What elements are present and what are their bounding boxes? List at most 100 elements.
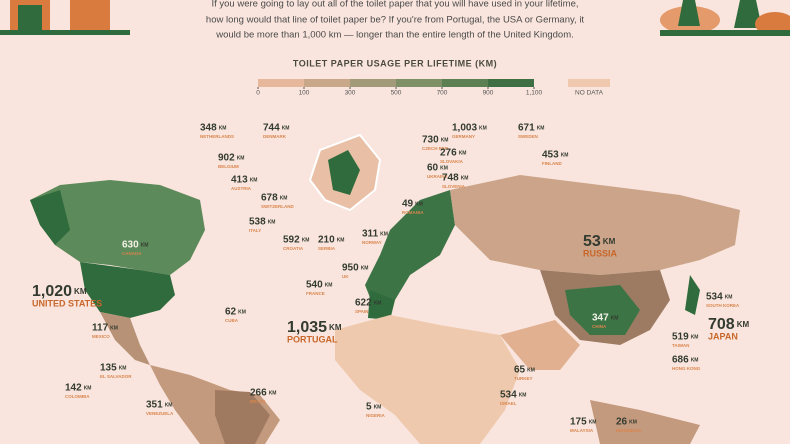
country-name: INDONESIA	[616, 428, 642, 433]
legend-tick-label: 700	[437, 90, 448, 97]
country-name: CUBA	[225, 318, 239, 323]
country-value: 592	[283, 235, 300, 246]
country-name: JAPAN	[708, 331, 738, 341]
unit: KM	[561, 152, 569, 158]
country-value: 210	[318, 235, 335, 246]
unit: KM	[250, 177, 258, 183]
country-name: SPAIN	[355, 309, 368, 314]
country-name: CZECH REP.	[422, 146, 449, 151]
country-value: 453	[542, 150, 559, 161]
header-illustration	[0, 0, 790, 36]
unit: KM	[374, 404, 382, 410]
country-value: 678	[261, 193, 278, 204]
country-value: 348	[200, 123, 217, 134]
legend: 0 100 300 500 700 900 1,100 NO DATA	[256, 79, 610, 97]
country-name: BELGIUM	[218, 164, 239, 169]
unit: KM	[519, 392, 527, 398]
country-value: 276	[440, 148, 457, 159]
unit: KM	[337, 237, 345, 243]
unit: KM	[141, 242, 149, 248]
country-value: 26	[616, 417, 628, 428]
legend-swatch	[350, 79, 396, 87]
unit: KM	[237, 155, 245, 161]
country-value: 519	[672, 332, 689, 343]
country-name: ROMANIA	[402, 210, 424, 215]
unit: KM	[441, 137, 449, 143]
legend-title: TOILET PAPER USAGE PER LIFETIME (KM)	[293, 58, 497, 68]
country-value: 351	[146, 400, 163, 411]
unit: KM	[110, 325, 118, 331]
country-value: 135	[100, 363, 117, 374]
country-value: 534	[500, 390, 517, 401]
country-name: NORWAY	[362, 240, 382, 245]
country-value: 60	[427, 163, 439, 174]
legend-tick-label: 0	[256, 90, 260, 97]
country-value: 1,020	[32, 283, 72, 300]
legend-swatch	[488, 79, 534, 87]
legend-swatch	[258, 79, 304, 87]
country-value: 142	[65, 383, 82, 394]
legend-tick-label: 1,100	[526, 90, 543, 97]
world-map	[30, 133, 740, 444]
unit: KM	[629, 419, 637, 425]
country-value: 175	[570, 417, 587, 428]
no-data-swatch	[568, 79, 610, 87]
country-name: AUSTRIA	[231, 186, 252, 191]
country-value: 1,035	[287, 319, 327, 336]
country-name: GERMANY	[452, 134, 475, 139]
country-value: 311	[362, 229, 379, 240]
country-name: RUSSIA	[583, 248, 618, 258]
unit: KM	[527, 367, 535, 373]
legend-tick-label: 900	[483, 90, 494, 97]
unit: KM	[691, 357, 699, 363]
country-name: MEXICO	[92, 334, 110, 339]
intro-line: would be more than 1,000 km — longer tha…	[215, 30, 574, 41]
country-value: 65	[514, 365, 526, 376]
country-name: TAIWAN	[672, 343, 689, 348]
country-value: 538	[249, 217, 266, 228]
country-value: 744	[263, 123, 280, 134]
country-name: VENEZUELA	[146, 411, 174, 416]
country-value: 730	[422, 135, 439, 146]
unit: KM	[329, 323, 342, 332]
unit: KM	[280, 195, 288, 201]
country-name: SLOVENIA	[442, 184, 466, 189]
country-name: DENMARK	[263, 134, 287, 139]
unit: KM	[611, 315, 619, 321]
country-name: SWEDEN	[518, 134, 538, 139]
intro-line: how long would that line of toilet paper…	[206, 15, 585, 26]
country-value: 950	[342, 263, 359, 274]
country-value: 53	[583, 233, 601, 250]
country-name: SOUTH KOREA	[706, 303, 740, 308]
unit: KM	[282, 125, 290, 131]
unit: KM	[461, 175, 469, 181]
country-value: 534	[706, 292, 723, 303]
country-value: 622	[355, 298, 372, 309]
unit: KM	[725, 294, 733, 300]
unit: KM	[84, 385, 92, 391]
unit: KM	[269, 390, 277, 396]
country-value: 117	[92, 323, 109, 334]
unit: KM	[603, 237, 616, 246]
country-name: UKRAINE	[427, 174, 448, 179]
unit: KM	[589, 419, 597, 425]
country-name: NIGERIA	[366, 413, 386, 418]
country-value: 49	[402, 199, 414, 210]
unit: KM	[537, 125, 545, 131]
unit: KM	[440, 165, 448, 171]
unit: KM	[74, 287, 87, 296]
unit: KM	[374, 300, 382, 306]
country-name: FINLAND	[542, 161, 562, 166]
unit: KM	[325, 282, 333, 288]
country-name: EL SALVADOR	[100, 374, 132, 379]
country-value: 540	[306, 280, 323, 291]
country-name: TURKEY	[514, 376, 533, 381]
country-name: SERBIA	[318, 246, 336, 251]
country-name: UNITED STATES	[32, 298, 102, 308]
country-name: PORTUGAL	[287, 334, 338, 344]
legend-tick-label: 500	[391, 90, 402, 97]
country-value: 902	[218, 153, 235, 164]
unit: KM	[219, 125, 227, 131]
